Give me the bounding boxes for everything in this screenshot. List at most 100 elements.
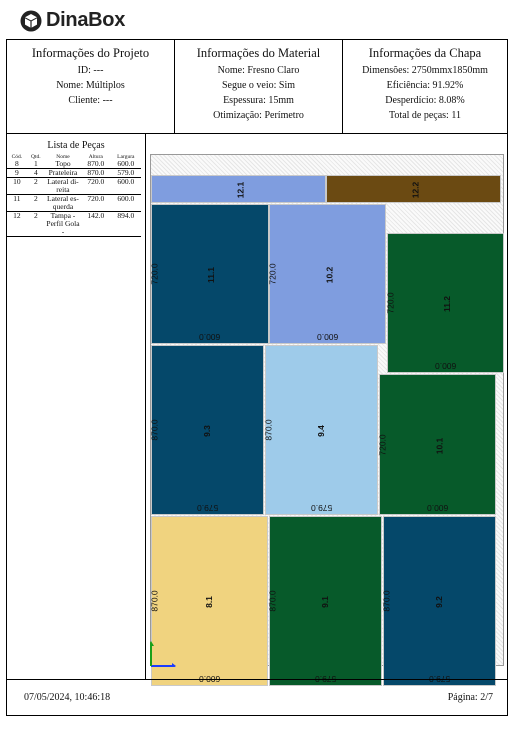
piece-code: 10.2 (323, 266, 334, 284)
project-info-title: Informações do Projeto (31, 46, 150, 60)
print-datetime: 07/05/2024, 10:46:18 (24, 692, 111, 703)
cell-qty: 2 (26, 211, 45, 237)
piece-code: 9.4 (315, 425, 326, 437)
material-name-label: Nome: (217, 65, 245, 76)
layout-piece: 10.2 720.0 600.0 (268, 204, 386, 344)
sheet-efficiency-value: 91.92% (432, 80, 464, 91)
material-info-title: Informações do Material (196, 46, 321, 60)
col-header-width: Largura (117, 154, 135, 160)
cell-width: 894.0 (110, 211, 141, 237)
piece-width-label: 600.0 (316, 332, 338, 342)
layout-piece: 8.1 870.0 600.0 (149, 516, 268, 686)
piece-height-label: 870.0 (149, 590, 160, 612)
cell-code: 8 (7, 160, 27, 169)
layout-piece: 10.1 720.0 600.0 (377, 374, 496, 515)
cell-code: 12 (7, 211, 27, 237)
sheet-dimensions-label: Dimensões: (362, 65, 410, 76)
material-grain-label: Segue o veio: (221, 80, 277, 91)
cell-height: 870.0 (80, 168, 111, 178)
piece-code: 9.2 (433, 596, 444, 608)
layout-piece: 11.1 720.0 600.0 (149, 204, 269, 344)
piece-code: 12.1 (234, 181, 245, 199)
sheet-info-title: Informações da Chapa (368, 46, 482, 60)
piece-list-panel: Lista de Peças Cód. Qtd. Nome Altura Lar… (7, 134, 146, 679)
sheet-waste-value: 8.08% (438, 95, 465, 106)
sheet-info: Informações da Chapa Dimensões: 2750mmx1… (343, 40, 507, 133)
layout-piece: 11.2 720.0 600.0 (385, 233, 504, 373)
cell-code: 11 (7, 194, 27, 212)
sheet-total-value: 11 (451, 110, 461, 121)
piece-list-header: Cód. Qtd. Nome Altura Largura (7, 154, 141, 160)
piece-list-row: 12 2 Tampa - Perfil Gola -142.0 894.0 (7, 211, 141, 237)
cell-width: 600.0 (110, 160, 141, 169)
col-header-name: Nome (56, 154, 70, 160)
piece-list-table: Cód. Qtd. Nome Altura Largura 8 1 Topo 870.… (7, 154, 141, 237)
project-client-label: Cliente: (68, 95, 101, 106)
piece-list-row: 9 4 Prateleira 870.0 579.0 (7, 168, 141, 178)
piece-height-label: 720.0 (377, 433, 388, 456)
layout-piece: 9.2 870.0 579.0 (382, 516, 496, 686)
cell-height: 720.0 (80, 194, 111, 212)
piece-width-label: 579.0 (310, 503, 332, 513)
cell-height: 142.0 (80, 211, 111, 237)
piece-list-row: 10 2 Lateral di-reita 720.0 600.0 (7, 177, 141, 195)
page-number: Página: 2/7 (447, 692, 493, 703)
cell-name: Tampa - Perfil Gola - (44, 211, 81, 237)
origin-axis-icon (150, 641, 176, 667)
page-footer: 07/05/2024, 10:46:18 Página: 2/7 (7, 679, 507, 716)
box-logo-icon (20, 10, 42, 31)
project-id-label: ID: (77, 65, 91, 76)
project-info: Informações do Projeto ID: --- Nome: Múl… (7, 40, 175, 133)
cell-code: 10 (7, 177, 27, 195)
piece-width-label: 600.0 (199, 332, 221, 342)
piece-height-label: 870.0 (263, 419, 274, 441)
layout-piece: 9.4 870.0 579.0 (263, 345, 378, 515)
cell-name: Lateral es-querda (44, 194, 81, 212)
cutting-layout-area: 12.1 12.2 11.1 720.0 600.0 10.2 720.0 600.0 11.2… (145, 134, 507, 686)
project-name-value: Múltiplos (85, 80, 125, 91)
piece-list-row: 8 1 Topo 870.0 600.0 (7, 160, 141, 169)
piece-height-label: 870.0 (267, 590, 278, 612)
project-id-value: --- (93, 65, 104, 76)
layout-piece: 9.3 870.0 579.0 (149, 345, 264, 515)
piece-width-label: 600.0 (426, 503, 448, 513)
sheet-efficiency-label: Eficiência: (386, 80, 430, 91)
cell-height: 870.0 (80, 160, 111, 169)
piece-code: 10.1 (433, 437, 444, 454)
cell-qty: 2 (26, 177, 45, 195)
cell-code: 9 (7, 168, 27, 178)
layout-piece: 12.2 (326, 175, 501, 203)
material-info: Informações do Material Nome: Fresno Cla… (175, 40, 343, 133)
piece-code: 8.1 (203, 596, 214, 608)
cell-qty: 2 (26, 194, 45, 212)
info-header: Informações do Projeto ID: --- Nome: Múl… (7, 40, 507, 134)
material-grain-value: Sim (278, 80, 296, 91)
piece-width-label: 579.0 (196, 503, 218, 513)
material-name-value: Fresno Claro (247, 65, 300, 76)
cell-qty: 1 (26, 160, 45, 169)
piece-code: 9.1 (319, 596, 330, 608)
col-header-code: Cód. (11, 154, 23, 160)
sheet-dimensions-value: 2750mmx1850mm (411, 65, 488, 76)
layout-piece: 9.1 870.0 579.0 (267, 516, 382, 686)
cell-qty: 4 (26, 168, 45, 178)
cell-width: 579.0 (110, 168, 141, 178)
piece-list-title: Lista de Peças (47, 140, 105, 151)
piece-code: 9.3 (201, 425, 212, 437)
piece-height-label: 720.0 (385, 292, 396, 314)
piece-height-label: 870.0 (149, 419, 160, 441)
piece-height-label: 720.0 (149, 263, 160, 285)
cell-height: 720.0 (80, 177, 111, 195)
piece-code: 12.2 (409, 181, 420, 199)
brand-logo: DinaBox (20, 9, 125, 32)
piece-width-label: 600.0 (434, 361, 456, 371)
piece-code: 11.1 (206, 266, 217, 284)
report-frame: Informações do Projeto ID: --- Nome: Múl… (6, 39, 508, 716)
piece-code: 11.2 (441, 295, 452, 313)
cutting-sheet: 12.1 12.2 11.1 720.0 600.0 10.2 720.0 600.0 11.2… (149, 154, 504, 686)
cell-width: 600.0 (110, 194, 141, 212)
col-header-height: Altura (88, 154, 103, 160)
layout-piece: 12.1 (151, 175, 326, 203)
project-name-label: Nome: (56, 80, 84, 91)
cell-width: 600.0 (110, 177, 141, 195)
